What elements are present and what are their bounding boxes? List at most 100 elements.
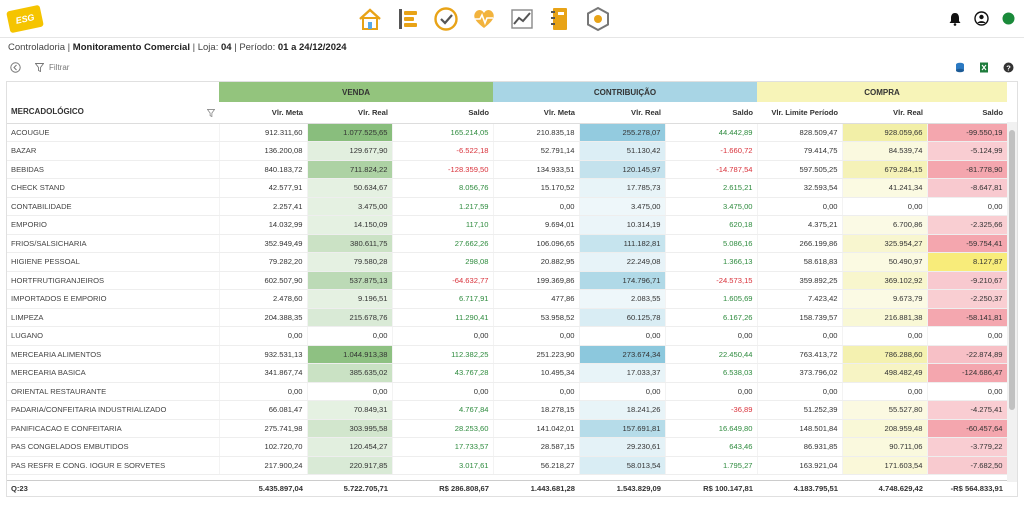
cell-venda-real: 220.917,85 (307, 456, 393, 475)
cell-compra-real: 928.059,66 (842, 123, 928, 142)
app-logo[interactable]: ESG (6, 4, 44, 33)
cell-compra-limite: 163.921,04 (757, 456, 843, 475)
col-compra-saldo[interactable]: Saldo (927, 102, 1008, 124)
cell-venda-meta: 42.577,91 (219, 178, 308, 198)
cell-compra-real: 216.881,38 (842, 308, 928, 327)
toolbar: Filtrar ? (0, 56, 1024, 78)
cell-venda-saldo: 27.662,26 (392, 234, 494, 253)
cell-venda-meta: 136.200,08 (219, 141, 308, 161)
heart-pulse-icon[interactable] (470, 5, 498, 33)
table-row[interactable]: MERCEARIA BASICA 341.867,74 385.635,02 43.7… (7, 363, 1008, 383)
column-filter-icon[interactable] (207, 109, 215, 118)
clock-check-icon[interactable] (432, 5, 460, 33)
cell-compra-limite: 4.375,21 (757, 215, 843, 235)
cell-venda-real: 50.634,67 (307, 178, 393, 198)
back-circle-icon[interactable] (10, 61, 21, 73)
cell-venda-meta: 932.531,13 (219, 345, 308, 364)
group-venda: VENDA (219, 82, 494, 102)
data-grid: VENDA CONTRIBUIÇÃO COMPRA MERCADOLÓGICO … (6, 81, 1018, 497)
scrollbar-thumb[interactable] (1009, 130, 1015, 410)
col-contrib-saldo[interactable]: Saldo (665, 102, 758, 124)
table-row[interactable]: HORTFRUTIGRANJEIROS 602.507,90 537.875,13-… (7, 271, 1008, 290)
table-row[interactable]: CONTABILIDADE 2.257,41 3.475,00 1.217,59 0,0… (7, 197, 1008, 216)
col-mercadologico-label: MERCADOLÓGICO (11, 107, 84, 117)
cell-compra-saldo: -58.141,81 (927, 308, 1008, 327)
table-row[interactable]: LUGANO 0,00 0,00 0,00 0,00 0,00 0,00 0,00 0,00 0,… (7, 326, 1008, 346)
cell-contrib-saldo: 2.615,21 (665, 178, 758, 198)
table-row[interactable]: BEBIDAS 840.183,72 711.824,22 -128.359,50 13… (7, 160, 1008, 179)
cell-venda-saldo: 11.290,41 (392, 308, 494, 327)
cell-venda-saldo: 1.217,59 (392, 197, 494, 216)
table-row[interactable]: ACOUGUE 912.311,60 1.077.525,65 165.214,05 2… (7, 123, 1008, 142)
cell-compra-real: 786.288,60 (842, 345, 928, 364)
cell-compra-limite: 0,00 (757, 197, 843, 216)
col-contrib-real[interactable]: Vlr. Real (579, 102, 666, 124)
total-contrib-real: 1.543.829,09 (616, 484, 661, 493)
cell-venda-real: 14.150,09 (307, 215, 393, 235)
cell-compra-limite: 7.423,42 (757, 289, 843, 309)
cell-name: IMPORTADOS E EMPORIO (7, 289, 220, 309)
database-export-icon[interactable] (955, 62, 965, 73)
col-venda-saldo[interactable]: Saldo (392, 102, 494, 124)
status-dot (1002, 12, 1015, 25)
gear-network-icon[interactable] (584, 5, 612, 33)
line-chart-icon[interactable] (508, 5, 536, 33)
table-row[interactable]: BAZAR 136.200,08 129.677,90 -6.522,18 52.791… (7, 141, 1008, 161)
col-venda-meta[interactable]: Vlr. Meta (219, 102, 307, 124)
cell-name: BAZAR (7, 141, 220, 161)
cell-name: LIMPEZA (7, 308, 220, 327)
table-row[interactable]: EMPORIO 14.032,99 14.150,09 117,10 9.694,01 1… (7, 215, 1008, 235)
breadcrumb-section[interactable]: Controladoria (8, 42, 66, 53)
cell-contrib-real: 273.674,34 (579, 345, 666, 364)
table-row[interactable]: IMPORTADOS E EMPORIO 2.478,60 9.196,51 6.71… (7, 289, 1008, 309)
cell-contrib-saldo: 1.605,69 (665, 289, 758, 309)
cell-venda-real: 1.077.525,65 (307, 123, 393, 142)
cell-compra-saldo: -2.325,66 (927, 215, 1008, 235)
table-row[interactable]: ORIENTAL RESTAURANTE 0,00 0,00 0,00 0,00 0,00… (7, 382, 1008, 401)
cell-contrib-real: 0,00 (579, 382, 666, 401)
cell-compra-real: 50.490,97 (842, 252, 928, 272)
table-row[interactable]: MERCEARIA ALIMENTOS 932.531,13 1.044.913,3… (7, 345, 1008, 364)
cell-compra-saldo: -81.778,90 (927, 160, 1008, 179)
table-row[interactable]: PAS RESFR E CONG. IOGUR E SORVETES 217.90… (7, 456, 1008, 475)
list-bars-icon[interactable] (394, 5, 422, 33)
cell-contrib-real: 120.145,97 (579, 160, 666, 179)
grid-body: ACOUGUE 912.311,60 1.077.525,65 165.214,05 2… (7, 123, 1008, 475)
cell-name: MERCEARIA BASICA (7, 363, 220, 383)
col-contrib-meta[interactable]: Vlr. Meta (493, 102, 580, 124)
vertical-scrollbar[interactable] (1007, 122, 1017, 482)
total-contrib-meta: 1.443.681,28 (530, 484, 575, 493)
col-compra-limite[interactable]: Vlr. Limite Período (757, 102, 843, 124)
cell-compra-real: 9.673,79 (842, 289, 928, 309)
cell-compra-saldo: 0,00 (927, 382, 1008, 401)
cell-compra-saldo: -7.682,50 (927, 456, 1008, 475)
col-venda-real[interactable]: Vlr. Real (307, 102, 392, 124)
user-circle-icon[interactable] (974, 11, 989, 26)
cell-contrib-real: 3.475,00 (579, 197, 666, 216)
cell-contrib-meta: 20.882,95 (493, 252, 580, 272)
cell-venda-saldo: 117,10 (392, 215, 494, 235)
cell-compra-saldo: -5.124,99 (927, 141, 1008, 161)
col-mercadologico[interactable]: MERCADOLÓGICO (7, 102, 219, 124)
total-contrib-saldo: R$ 100.147,81 (703, 484, 753, 493)
excel-export-icon[interactable] (979, 62, 989, 73)
table-row[interactable]: HIGIENE PESSOAL 79.282,20 79.580,28 298,08 2… (7, 252, 1008, 272)
filter-button[interactable]: Filtrar (35, 63, 69, 72)
cell-venda-saldo: 8.056,76 (392, 178, 494, 198)
cell-compra-real: 90.711,06 (842, 437, 928, 457)
help-icon[interactable]: ? (1003, 62, 1014, 73)
table-row[interactable]: PAS CONGELADOS EMBUTIDOS 102.720,70 120.45… (7, 437, 1008, 457)
cell-compra-limite: 828.509,47 (757, 123, 843, 142)
table-row[interactable]: FRIOS/SALSICHARIA 352.949,49 380.611,75 27.… (7, 234, 1008, 253)
home-icon[interactable] (356, 5, 384, 33)
table-row[interactable]: CHECK STAND 42.577,91 50.634,67 8.056,76 15.… (7, 178, 1008, 198)
table-row[interactable]: LIMPEZA 204.388,35 215.678,76 11.290,41 53.9… (7, 308, 1008, 327)
table-row[interactable]: PANIFICACAO E CONFEITARIA 275.741,98 303.9… (7, 419, 1008, 438)
col-compra-real[interactable]: Vlr. Real (842, 102, 928, 124)
table-row[interactable]: PADARIA/CONFEITARIA INDUSTRIALIZADO 66.08… (7, 400, 1008, 420)
notebook-icon[interactable] (546, 5, 574, 33)
cell-contrib-meta: 52.791,14 (493, 141, 580, 161)
bell-icon[interactable] (948, 12, 962, 26)
cell-compra-limite: 266.199,86 (757, 234, 843, 253)
cell-contrib-saldo: -24.573,15 (665, 271, 758, 290)
